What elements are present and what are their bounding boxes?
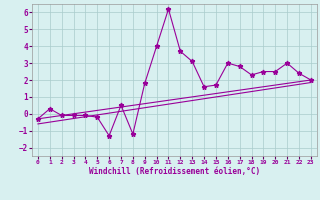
- X-axis label: Windchill (Refroidissement éolien,°C): Windchill (Refroidissement éolien,°C): [89, 167, 260, 176]
